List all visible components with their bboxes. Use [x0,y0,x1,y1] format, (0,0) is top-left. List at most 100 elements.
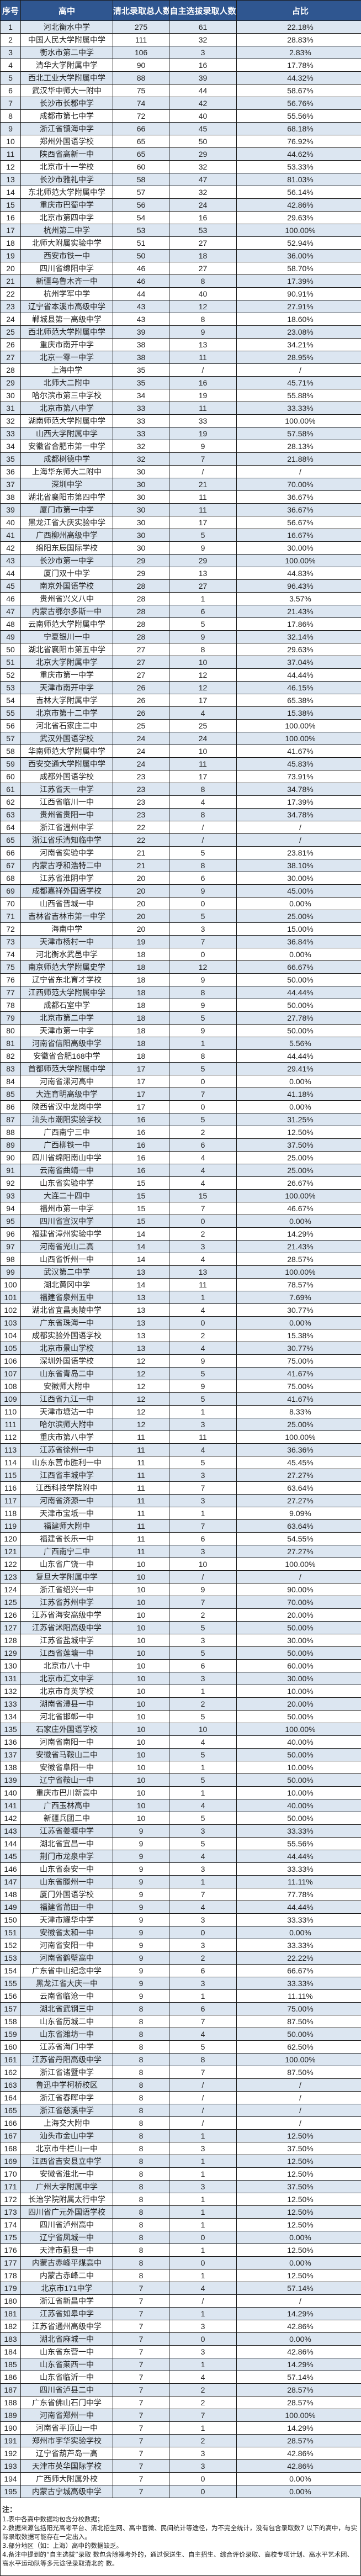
ratio: 11.11% [237,1990,361,2003]
school-name: 安徽省阜阳一中 [21,1761,113,1774]
row-no: 60 [1,770,21,783]
ratio: 52.94% [237,237,361,250]
self-selection-admitted: 3 [169,1418,237,1431]
self-selection-admitted: 0 [169,2257,237,2269]
self-selection-admitted: 1 [169,2155,237,2168]
total-admitted: 18 [113,999,169,1012]
row-no: 24 [1,313,21,326]
self-selection-admitted: 7 [169,453,237,466]
total-admitted: 7 [113,2308,169,2320]
self-selection-admitted: 4 [169,1164,237,1177]
total-admitted: 7 [113,2333,169,2346]
ratio: 87.50% [237,2066,361,2079]
row-no: 138 [1,1761,21,1774]
ratio: 45.45% [237,1456,361,1469]
school-name: 江苏省海安高级中学 [21,1609,113,1622]
row-no: 148 [1,1888,21,1901]
ratio: 38.10% [237,859,361,872]
total-admitted: 20 [113,872,169,885]
ratio: 100.00% [237,732,361,745]
self-selection-admitted: 1 [169,1876,237,1888]
school-name: 哈尔滨市第三中学校 [21,389,113,402]
total-admitted: 10 [113,1583,169,1596]
total-admitted: 8 [113,2066,169,2079]
ratio: 36.67% [237,504,361,516]
ratio: 65.38% [237,694,361,707]
self-selection-admitted: 29 [169,555,237,567]
self-selection-admitted: 3 [169,2346,237,2358]
ratio: 36.00% [237,250,361,262]
school-name: 天津市杨村一中 [21,936,113,948]
ratio: 56.76% [237,97,361,110]
row-no: 147 [1,1876,21,1888]
total-admitted: 56 [113,199,169,212]
row-no: 55 [1,707,21,720]
self-selection-admitted: 27 [169,262,237,275]
ratio: 44.44% [237,1050,361,1063]
self-selection-admitted: 10 [169,656,237,669]
row-no: 188 [1,2396,21,2409]
self-selection-admitted: 5 [169,1063,237,1075]
school-name: 长治学院附属太行中学 [21,2193,113,2206]
self-selection-admitted: 0 [169,2333,237,2346]
ratio: 15.00% [237,923,361,936]
ratio: 22.22% [237,1952,361,1965]
total-admitted: 7 [113,2447,169,2460]
row-no: 9 [1,123,21,135]
ratio: 20.00% [237,1698,361,1711]
ratio: 12.50% [237,2193,361,2206]
row-no: 53 [1,682,21,694]
ratio: 0.00% [237,1926,361,1939]
total-admitted: 30 [113,542,169,555]
self-selection-admitted: 8 [169,859,237,872]
note-item: 4.备注中提到的“自主选拔”录取 数包含除裸考外的，通过保送生、自主招生、综合评… [2,2550,359,2568]
self-selection-admitted: 1 [169,1507,237,1520]
school-name: 湖北黄冈中学 [21,1279,113,1291]
total-admitted: 44 [113,288,169,300]
row-no: 19 [1,250,21,262]
ratio: 73.91% [237,770,361,783]
self-selection-admitted: / [169,1571,237,1583]
total-admitted: 21 [113,847,169,859]
self-selection-admitted: 4 [169,2028,237,2041]
school-name: 重庆市巴川新高中 [21,1787,113,1799]
self-selection-admitted: 12 [169,300,237,313]
total-admitted: 9 [113,1990,169,2003]
row-no: 192 [1,2447,21,2460]
row-no: 133 [1,1698,21,1711]
total-admitted: 24 [113,745,169,758]
total-admitted: 7 [113,2422,169,2435]
ratio: 41.18% [237,1088,361,1101]
ratio: 44.44% [237,669,361,682]
row-no: 167 [1,2130,21,2142]
school-name: 云南师范大学附属中学 [21,618,113,631]
note-item: 3.部分地区（如：上海）高中的数据缺乏。 [2,2541,359,2550]
school-name: 陕西省高新一中 [21,148,113,161]
school-name: 江苏省淮阴中学 [21,872,113,885]
self-selection-admitted: 6 [169,1660,237,1672]
row-no: 84 [1,1075,21,1088]
total-admitted: 12 [113,1393,169,1406]
row-no: 82 [1,1050,21,1063]
